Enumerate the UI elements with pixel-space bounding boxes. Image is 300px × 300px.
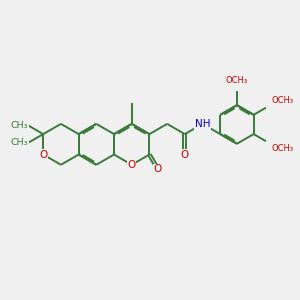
Text: O: O (39, 149, 47, 160)
Text: CH₃: CH₃ (11, 138, 28, 147)
Text: O: O (154, 164, 162, 174)
Text: OCH₃: OCH₃ (226, 76, 248, 85)
Text: CH₃: CH₃ (11, 121, 28, 130)
Text: O: O (181, 149, 189, 160)
Text: OCH₃: OCH₃ (272, 144, 293, 153)
Text: NH: NH (195, 119, 210, 129)
Text: OCH₃: OCH₃ (272, 96, 293, 105)
Text: O: O (128, 160, 136, 170)
